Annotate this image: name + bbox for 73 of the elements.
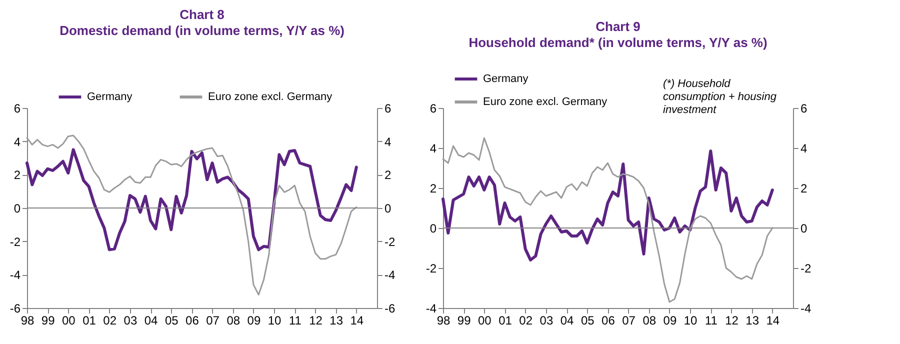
x-tick-label: 98	[436, 314, 450, 328]
legend-label: Germany	[483, 73, 529, 85]
x-tick-label: 12	[725, 314, 739, 328]
x-tick-label: 09	[663, 314, 677, 328]
x-tick-label: 03	[540, 314, 554, 328]
y-tick-label: 0	[430, 222, 437, 236]
x-tick-label: 03	[124, 314, 138, 328]
x-tick-label: 10	[268, 314, 282, 328]
y-tick-label: 6	[14, 102, 21, 116]
y-tick-label: 4	[14, 134, 21, 149]
x-tick-label: 02	[103, 314, 117, 328]
y2-tick-label: -2	[384, 234, 396, 249]
x-tick-label: 00	[62, 314, 76, 328]
y2-tick-label: -6	[384, 302, 396, 316]
y2-tick-label: -4	[800, 302, 812, 316]
y-tick-label: -4	[426, 302, 437, 316]
x-tick-label: 09	[247, 314, 261, 328]
y2-tick-label: 2	[800, 182, 808, 196]
x-tick-label: 10	[684, 314, 698, 328]
line-series	[26, 134, 358, 296]
y2-tick-label: 4	[800, 142, 808, 156]
x-tick-label: 99	[41, 314, 56, 328]
chart-title: Chart 8	[180, 7, 224, 22]
x-tick-label: 14	[766, 314, 780, 328]
y2-tick-label: 2	[384, 168, 392, 182]
y-tick-label: -4	[10, 268, 21, 282]
x-tick-label: 08	[226, 314, 240, 328]
y-tick-label: -2	[10, 234, 21, 249]
x-tick-label: 04	[144, 314, 158, 328]
y-tick-label: 2	[430, 182, 437, 196]
chart-title: Chart 9	[596, 19, 640, 34]
chart-subtitle: Domestic demand (in volume terms, Y/Y as %)	[60, 23, 344, 38]
line-series	[442, 137, 774, 303]
y-tick-label: -2	[426, 262, 437, 276]
x-tick-label: 06	[602, 314, 616, 328]
x-tick-label: 13	[330, 314, 344, 328]
y-tick-label: 2	[14, 168, 21, 182]
x-tick-label: 01	[82, 314, 96, 328]
y2-tick-label: 0	[384, 202, 392, 216]
x-tick-label: 06	[186, 314, 200, 328]
legend-label: Euro zone excl. Germany	[483, 96, 608, 108]
x-tick-label: 05	[580, 314, 595, 328]
x-tick-label: 11	[704, 314, 718, 328]
y2-tick-label: 0	[800, 222, 808, 236]
y-tick-label: 6	[430, 102, 437, 116]
x-tick-label: 11	[288, 314, 302, 328]
x-tick-label: 04	[560, 314, 574, 328]
chart-subtitle: Household demand* (in volume terms, Y/Y as %)	[468, 35, 768, 50]
x-tick-label: 99	[457, 314, 472, 328]
legend-label: Euro zone excl. Germany	[208, 91, 333, 103]
y2-tick-label: 6	[384, 102, 392, 116]
y2-tick-label: -4	[384, 268, 396, 282]
line-series	[26, 148, 358, 252]
y2-tick-label: 6	[800, 102, 808, 116]
x-tick-label: 02	[519, 314, 533, 328]
x-tick-label: 05	[164, 314, 179, 328]
x-tick-label: 07	[206, 314, 220, 328]
x-tick-label: 07	[622, 314, 636, 328]
x-tick-label: 98	[20, 314, 34, 328]
x-tick-label: 13	[746, 314, 760, 328]
y-tick-label: 0	[14, 202, 21, 216]
y2-tick-label: 4	[384, 134, 392, 149]
line-series	[442, 150, 774, 262]
x-tick-label: 01	[498, 314, 512, 328]
legend-label: Germany	[87, 91, 133, 103]
x-tick-label: 08	[642, 314, 656, 328]
x-tick-label: 14	[350, 314, 364, 328]
y-tick-label: -6	[10, 302, 21, 316]
annotation: (*) Household consumption + housing investment	[663, 78, 778, 116]
y2-tick-label: -2	[800, 262, 812, 276]
y-tick-label: 4	[430, 142, 437, 156]
x-tick-label: 12	[309, 314, 323, 328]
x-tick-label: 00	[478, 314, 492, 328]
